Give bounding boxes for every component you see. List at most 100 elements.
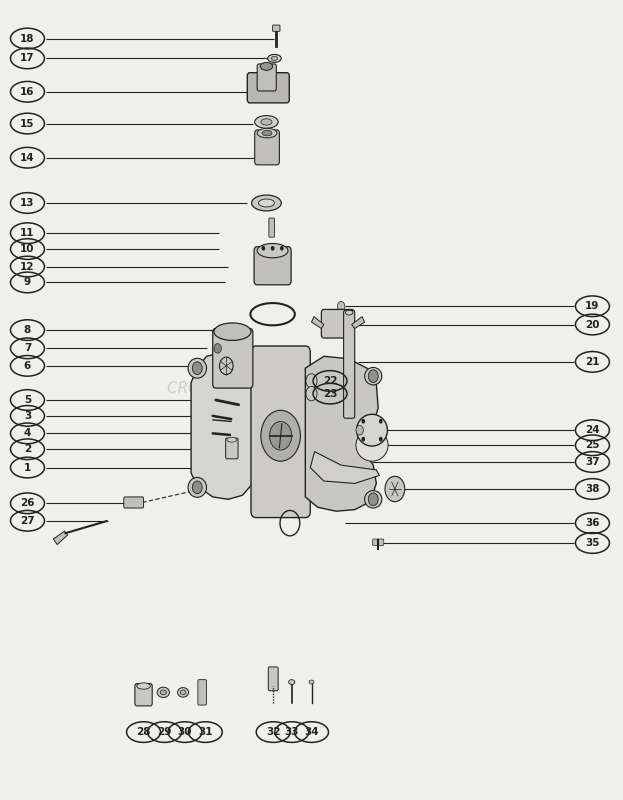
Circle shape [385, 476, 405, 502]
FancyBboxPatch shape [247, 73, 289, 103]
Circle shape [306, 386, 317, 401]
FancyBboxPatch shape [257, 64, 277, 91]
Circle shape [271, 246, 275, 250]
Text: 23: 23 [323, 389, 337, 398]
Circle shape [361, 419, 365, 423]
Ellipse shape [262, 130, 272, 136]
FancyBboxPatch shape [226, 438, 238, 458]
Ellipse shape [157, 687, 169, 698]
Ellipse shape [137, 683, 150, 689]
Text: 36: 36 [585, 518, 600, 528]
Circle shape [306, 374, 317, 388]
Ellipse shape [188, 478, 207, 498]
Text: 22: 22 [323, 376, 337, 386]
Text: 31: 31 [198, 727, 212, 737]
Text: 1: 1 [24, 462, 31, 473]
Ellipse shape [257, 128, 277, 138]
Text: 18: 18 [20, 34, 35, 43]
Ellipse shape [160, 690, 166, 694]
Ellipse shape [257, 243, 288, 258]
Ellipse shape [268, 54, 281, 62]
FancyBboxPatch shape [269, 218, 275, 237]
Text: CROWLEY MARINE: CROWLEY MARINE [167, 381, 308, 395]
Text: 17: 17 [20, 54, 35, 63]
Ellipse shape [277, 247, 282, 251]
Text: 27: 27 [20, 516, 35, 526]
Text: 38: 38 [585, 484, 600, 494]
Text: 9: 9 [24, 278, 31, 287]
Ellipse shape [288, 680, 295, 685]
Circle shape [193, 481, 202, 494]
Ellipse shape [178, 687, 189, 697]
Ellipse shape [219, 357, 233, 374]
Ellipse shape [259, 199, 275, 207]
FancyBboxPatch shape [344, 310, 354, 418]
Text: 30: 30 [178, 727, 192, 737]
Circle shape [262, 246, 265, 250]
Text: 37: 37 [585, 457, 600, 467]
Circle shape [356, 426, 363, 435]
FancyBboxPatch shape [321, 310, 354, 338]
Ellipse shape [180, 690, 186, 694]
FancyBboxPatch shape [269, 667, 278, 690]
Text: 7: 7 [24, 343, 31, 354]
Circle shape [379, 437, 383, 442]
Polygon shape [54, 531, 68, 545]
Circle shape [214, 343, 221, 353]
Ellipse shape [274, 245, 285, 253]
Text: 2: 2 [24, 444, 31, 454]
Text: 10: 10 [20, 244, 35, 254]
Text: 14: 14 [20, 153, 35, 162]
FancyBboxPatch shape [254, 246, 291, 285]
Text: 8: 8 [24, 325, 31, 335]
Text: 12: 12 [20, 262, 35, 271]
Text: 29: 29 [158, 727, 172, 737]
Text: 32: 32 [266, 727, 280, 737]
Ellipse shape [252, 195, 281, 211]
Text: 3: 3 [24, 411, 31, 421]
Text: 35: 35 [585, 538, 600, 548]
Ellipse shape [260, 62, 273, 70]
Circle shape [261, 410, 300, 461]
Circle shape [280, 246, 283, 250]
Ellipse shape [272, 57, 277, 60]
Circle shape [338, 302, 345, 311]
Polygon shape [310, 452, 379, 483]
FancyBboxPatch shape [255, 130, 279, 165]
FancyBboxPatch shape [124, 497, 143, 508]
FancyBboxPatch shape [212, 329, 253, 388]
FancyBboxPatch shape [273, 25, 280, 31]
FancyBboxPatch shape [198, 680, 207, 705]
Ellipse shape [214, 323, 251, 341]
FancyBboxPatch shape [373, 539, 384, 546]
Circle shape [368, 493, 378, 506]
Text: 24: 24 [585, 425, 600, 435]
Text: 4: 4 [24, 428, 31, 438]
Text: 16: 16 [20, 86, 35, 97]
Circle shape [368, 370, 378, 382]
FancyBboxPatch shape [135, 684, 152, 706]
Text: 34: 34 [304, 727, 319, 737]
Ellipse shape [364, 490, 382, 508]
Text: 33: 33 [285, 727, 299, 737]
Ellipse shape [227, 438, 237, 442]
Ellipse shape [309, 680, 314, 684]
Ellipse shape [364, 367, 382, 385]
Text: 11: 11 [20, 228, 35, 238]
Ellipse shape [255, 115, 278, 128]
Polygon shape [305, 356, 378, 511]
Text: 15: 15 [20, 118, 35, 129]
Ellipse shape [356, 430, 388, 461]
Text: 5: 5 [24, 395, 31, 405]
Text: 20: 20 [585, 319, 600, 330]
Text: 19: 19 [585, 302, 599, 311]
Ellipse shape [188, 358, 207, 378]
FancyBboxPatch shape [251, 346, 310, 518]
Circle shape [270, 422, 292, 450]
Ellipse shape [356, 414, 388, 446]
Text: 13: 13 [20, 198, 35, 208]
Circle shape [193, 362, 202, 374]
Polygon shape [312, 317, 324, 329]
Text: 28: 28 [136, 727, 151, 737]
Circle shape [361, 437, 365, 442]
